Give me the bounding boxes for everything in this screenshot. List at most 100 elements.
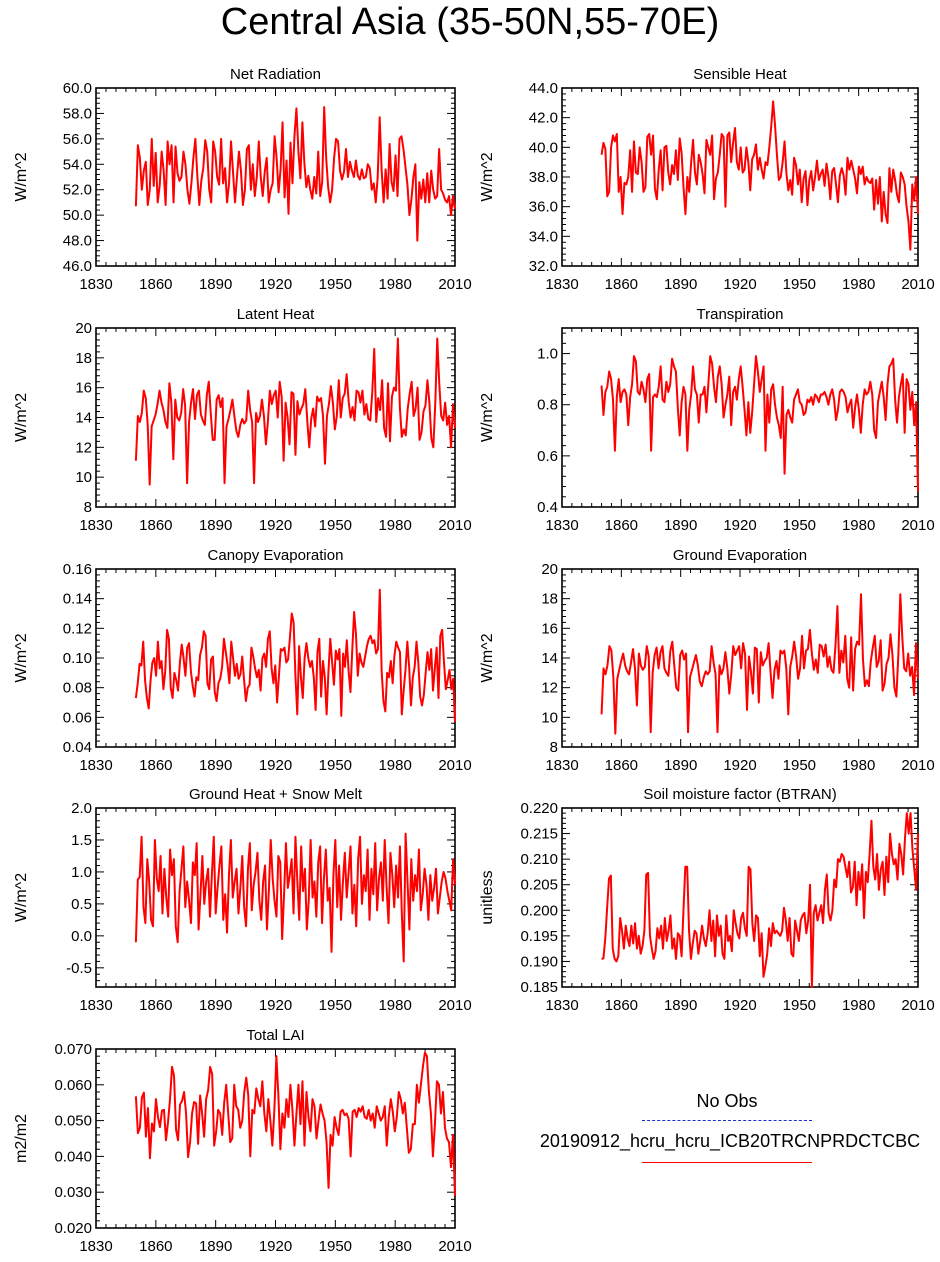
panel-ground-heat-snow-melt: Ground Heat + Snow Melt W/m^2 1830 1860 1890…: [13, 786, 472, 1014]
x-tick-label: 1980: [842, 757, 875, 774]
y-axis-label: W/m^2: [13, 152, 30, 201]
x-tick-label: 1830: [545, 997, 578, 1014]
x-tick-label: 1980: [842, 276, 875, 293]
panel-title: Sensible Heat: [693, 66, 787, 83]
y-tick-label: 0.070: [54, 1041, 92, 1058]
x-tick-label: 2010: [438, 997, 471, 1014]
y-axis-label: W/m^2: [13, 633, 30, 682]
y-tick-label: -0.5: [66, 960, 92, 977]
y-tick-label: 0.185: [520, 979, 558, 996]
panel-transpiration: Transpiration W/m^2 1830 1860 1890 1920 1950 19…: [479, 306, 935, 534]
y-tick-label: 0.16: [63, 561, 92, 578]
figure-title: Central Asia (35-50N,55-70E): [220, 1, 720, 43]
x-tick-label: 1860: [139, 997, 172, 1014]
y-tick-label: 36.0: [529, 199, 558, 216]
x-tick-label: 1890: [199, 757, 232, 774]
x-tick-label: 1860: [139, 757, 172, 774]
y-tick-label: 0.040: [54, 1148, 92, 1165]
x-tick-label: 1860: [605, 517, 638, 534]
x-tick-label: 1950: [783, 997, 816, 1014]
y-tick-label: 0.030: [54, 1184, 92, 1201]
y-tick-label: 20: [75, 320, 92, 337]
y-tick-label: 46.0: [63, 258, 92, 275]
y-tick-label: 1.0: [537, 346, 558, 363]
y-tick-label: 0.215: [520, 826, 558, 843]
y-axis-label: W/m^2: [13, 873, 30, 922]
panel-soil-moisture-factor: Soil moisture factor (BTRAN) unitless 1830…: [479, 786, 935, 1014]
y-tick-label: 16: [541, 620, 558, 637]
panel-title: Latent Heat: [237, 306, 315, 323]
series-line: [600, 100, 919, 251]
y-axis-label: m2/m2: [13, 1114, 30, 1163]
x-tick-label: 1920: [259, 757, 292, 774]
series-line: [134, 832, 456, 963]
x-tick-label: 1890: [664, 757, 697, 774]
y-tick-label: 44.0: [529, 80, 558, 97]
y-tick-label: 8: [84, 499, 92, 516]
panel-canopy-evaporation: Canopy Evaporation W/m^2 1830 1860 1890 1920 1…: [13, 547, 472, 774]
x-tick-label: 1920: [259, 276, 292, 293]
x-tick-label: 1890: [199, 997, 232, 1014]
x-tick-label: 1920: [723, 757, 756, 774]
x-tick-label: 1860: [605, 757, 638, 774]
x-tick-label: 2010: [438, 276, 471, 293]
x-tick-label: 1980: [378, 276, 411, 293]
x-tick-label: 1830: [545, 517, 578, 534]
y-tick-label: 18: [541, 591, 558, 608]
x-tick-label: 2010: [438, 517, 471, 534]
x-tick-label: 1830: [79, 757, 112, 774]
y-tick-label: 32.0: [529, 258, 558, 275]
y-tick-label: 12: [75, 439, 92, 456]
x-tick-label: 1950: [783, 276, 816, 293]
y-tick-label: 0.205: [520, 877, 558, 894]
x-tick-label: 1920: [259, 1238, 292, 1255]
y-tick-label: 0.04: [63, 739, 92, 756]
x-tick-label: 1980: [842, 997, 875, 1014]
x-tick-label: 1950: [319, 276, 352, 293]
x-tick-label: 1950: [783, 757, 816, 774]
y-tick-label: 0.8: [537, 397, 558, 414]
panel-sensible-heat: Sensible Heat W/m^2 1830 1860 1890 1920 1950 19…: [479, 66, 935, 293]
x-tick-label: 1890: [199, 517, 232, 534]
y-tick-label: 20: [541, 561, 558, 578]
y-tick-label: 40.0: [529, 139, 558, 156]
x-tick-label: 1830: [79, 1238, 112, 1255]
y-tick-label: 14: [541, 650, 558, 667]
x-tick-label: 1980: [378, 517, 411, 534]
x-tick-label: 1950: [319, 997, 352, 1014]
x-tick-label: 1830: [79, 276, 112, 293]
panel-title: Soil moisture factor (BTRAN): [643, 786, 836, 803]
y-tick-label: 52.0: [63, 182, 92, 199]
y-tick-label: 38.0: [529, 169, 558, 186]
panel-title: Ground Heat + Snow Melt: [189, 786, 363, 803]
x-tick-label: 2010: [901, 276, 934, 293]
y-tick-label: 8: [550, 739, 558, 756]
legend-obs-label: No Obs: [696, 1091, 758, 1111]
x-tick-label: 1890: [664, 517, 697, 534]
panel-latent-heat: Latent Heat W/m^2 1830 1860 1890 1920 1950 1980…: [13, 306, 472, 534]
y-tick-label: 14: [75, 410, 92, 427]
x-tick-label: 2010: [438, 757, 471, 774]
y-tick-label: 34.0: [529, 228, 558, 245]
y-tick-label: 10: [541, 709, 558, 726]
panel-net-radiation: Net Radiation W/m^2 1830 1860 1890 1920 1950 19…: [13, 66, 472, 293]
series-line: [134, 588, 456, 722]
x-tick-label: 1980: [842, 517, 875, 534]
legend: No Obs 20190912_hcru_hcru_ICB20TRCNPRDCT…: [520, 1088, 940, 1178]
legend-obs-line: [642, 1120, 812, 1121]
y-tick-label: 50.0: [63, 207, 92, 224]
x-tick-label: 1860: [605, 276, 638, 293]
y-axis-label: W/m^2: [13, 393, 30, 442]
x-tick-label: 1920: [259, 517, 292, 534]
x-tick-label: 1950: [319, 757, 352, 774]
x-tick-label: 1890: [664, 997, 697, 1014]
y-tick-label: 0.0: [71, 928, 92, 945]
x-tick-label: 1830: [545, 276, 578, 293]
y-tick-label: 10: [75, 469, 92, 486]
y-tick-label: 48.0: [63, 233, 92, 250]
y-tick-label: 0.5: [71, 896, 92, 913]
legend-run-line: [642, 1162, 812, 1163]
legend-run-label: 20190912_hcru_hcru_ICB20TRCNPRDCTCBC: [539, 1131, 921, 1151]
y-tick-label: 0.210: [520, 851, 558, 868]
x-tick-label: 2010: [901, 517, 934, 534]
